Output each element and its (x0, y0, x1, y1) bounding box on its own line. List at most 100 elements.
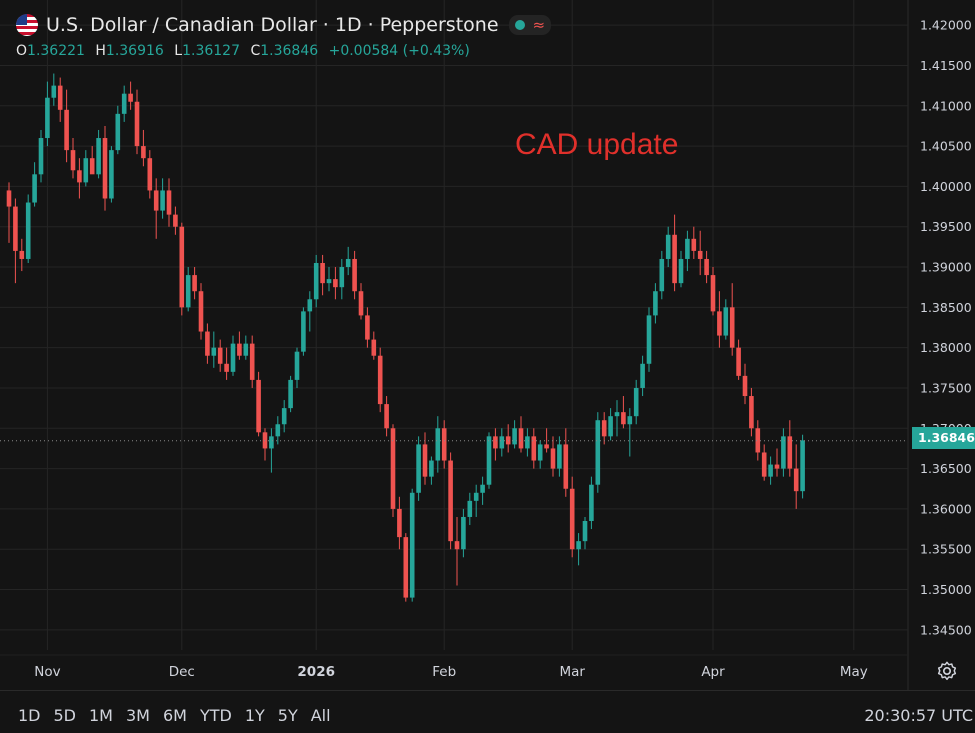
candle-body (96, 138, 101, 175)
candle-body (454, 541, 460, 550)
x-tick-label: Feb (432, 664, 456, 680)
range-all[interactable]: All (310, 706, 331, 725)
candle-body (83, 158, 89, 183)
y-tick-label: 1.39000 (920, 260, 972, 275)
range-6m[interactable]: 6M (162, 706, 187, 725)
candle-body (781, 436, 786, 469)
candle-body (352, 258, 357, 292)
candle-body (793, 468, 799, 492)
candle-body (198, 291, 204, 332)
candle-body (224, 363, 229, 372)
candle-body (121, 93, 127, 114)
range-5d[interactable]: 5D (53, 706, 77, 725)
currency-flag-icon (16, 14, 38, 36)
candle-body (461, 516, 466, 550)
candle-body (25, 202, 31, 259)
candle-body (307, 299, 313, 312)
candle-body (179, 226, 185, 308)
candle-body (153, 190, 159, 211)
candle-body (160, 190, 165, 211)
candle-body (320, 263, 325, 284)
gear-icon[interactable] (936, 660, 958, 682)
candle-body (384, 404, 389, 429)
low-value: 1.36127 (182, 43, 240, 59)
range-3m[interactable]: 3M (125, 706, 150, 725)
candle-body (512, 428, 517, 445)
candle-body (640, 363, 645, 388)
candle-body (377, 355, 383, 405)
open-value: 1.36221 (27, 43, 85, 59)
range-5y[interactable]: 5Y (277, 706, 298, 725)
market-status-badge[interactable]: ≈ (508, 15, 552, 35)
candle-body (525, 436, 530, 449)
candle-body (109, 150, 114, 199)
candle-body (614, 412, 620, 417)
range-1m[interactable]: 1M (89, 706, 113, 725)
candle-body (281, 408, 287, 425)
candle-body (217, 347, 223, 364)
candle-body (480, 484, 485, 493)
candle-body (301, 311, 306, 352)
candle-body (627, 416, 633, 425)
candle-body (659, 258, 665, 292)
y-tick-label: 1.42000 (920, 18, 972, 33)
market-open-dot-icon (514, 20, 525, 30)
candle-body (294, 351, 300, 380)
x-tick-label: Apr (701, 664, 725, 680)
range-ytd[interactable]: YTD (199, 706, 232, 725)
symbol-title[interactable]: U.S. Dollar / Canadian Dollar · 1D · Pep… (46, 14, 499, 36)
candle-body (473, 492, 479, 501)
candle-body (633, 387, 639, 417)
candle-body (582, 521, 588, 542)
chart-annotation[interactable]: CAD update (515, 128, 679, 161)
candle-body (147, 158, 153, 191)
candle-body (761, 452, 767, 477)
candle-body (621, 412, 626, 425)
candle-body (601, 420, 607, 437)
candle-body (710, 275, 716, 312)
candle-body (422, 444, 428, 477)
y-tick-label: 1.38000 (920, 340, 972, 355)
candle-body (749, 396, 754, 429)
candle-body (467, 500, 473, 517)
candle-body (653, 291, 658, 316)
candle-body (89, 158, 95, 175)
candle-body (128, 93, 133, 102)
candle-body (269, 436, 274, 449)
y-tick-label: 1.35000 (920, 582, 972, 597)
candle-body (531, 436, 537, 461)
candle-body (774, 464, 780, 469)
candle-body (32, 174, 37, 203)
change-value: +0.00584 (+0.43%) (328, 43, 470, 59)
candle-body (166, 190, 172, 215)
candle-body (704, 258, 709, 276)
x-tick-label: Dec (169, 664, 195, 680)
x-tick-label: 2026 (297, 664, 335, 680)
candle-body (544, 444, 549, 449)
candle-body (646, 315, 652, 364)
utc-clock[interactable]: 20:30:57 UTC (864, 706, 973, 725)
candle-body (768, 464, 773, 477)
candle-body (38, 138, 44, 175)
range-1y[interactable]: 1Y (244, 706, 265, 725)
range-1d[interactable]: 1D (18, 706, 41, 725)
candle-body (45, 97, 50, 139)
candle-body (448, 460, 453, 542)
delayed-data-icon: ≈ (532, 16, 546, 34)
candle-body (576, 541, 581, 550)
candle-body (230, 343, 236, 372)
candle-body (678, 258, 684, 284)
chart-header: U.S. Dollar / Canadian Dollar · 1D · Pep… (16, 10, 552, 40)
candle-body (64, 109, 69, 151)
candle-body (787, 436, 793, 469)
candle-body (397, 508, 402, 538)
y-tick-label: 1.34500 (920, 622, 972, 637)
candle-body (333, 279, 338, 288)
candle-body (563, 444, 569, 489)
y-tick-label: 1.38500 (920, 300, 972, 315)
candle-body (800, 440, 805, 492)
candles (6, 73, 805, 602)
candle-body (499, 436, 505, 449)
candle-body (697, 250, 703, 259)
